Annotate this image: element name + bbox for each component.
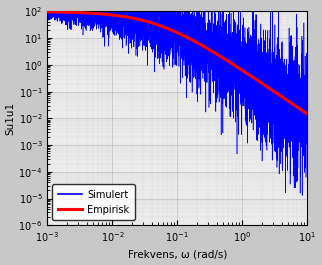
Empirisk [93, 12, 97, 15]
Simulert [300, 194, 304, 197]
Empirisk [45, 10, 49, 14]
Empirisk [259, 81, 263, 84]
Simulert [306, 139, 309, 142]
Simulert [259, 36, 263, 39]
Empirisk [214, 52, 218, 55]
Simulert [93, 25, 97, 28]
Empirisk [201, 45, 205, 48]
Simulert [240, 81, 243, 84]
Legend: Simulert, Empirisk: Simulert, Empirisk [52, 184, 135, 220]
Y-axis label: Su1u1: Su1u1 [5, 102, 15, 135]
Simulert [45, 10, 49, 13]
Empirisk [240, 68, 243, 71]
Simulert [145, 45, 149, 48]
Line: Simulert: Simulert [47, 11, 308, 196]
Simulert [201, 63, 205, 66]
X-axis label: Frekvens, ω (rad/s): Frekvens, ω (rad/s) [128, 249, 227, 259]
Empirisk [306, 112, 309, 116]
Line: Empirisk: Empirisk [47, 12, 308, 114]
Empirisk [145, 20, 149, 23]
Simulert [214, 62, 218, 65]
